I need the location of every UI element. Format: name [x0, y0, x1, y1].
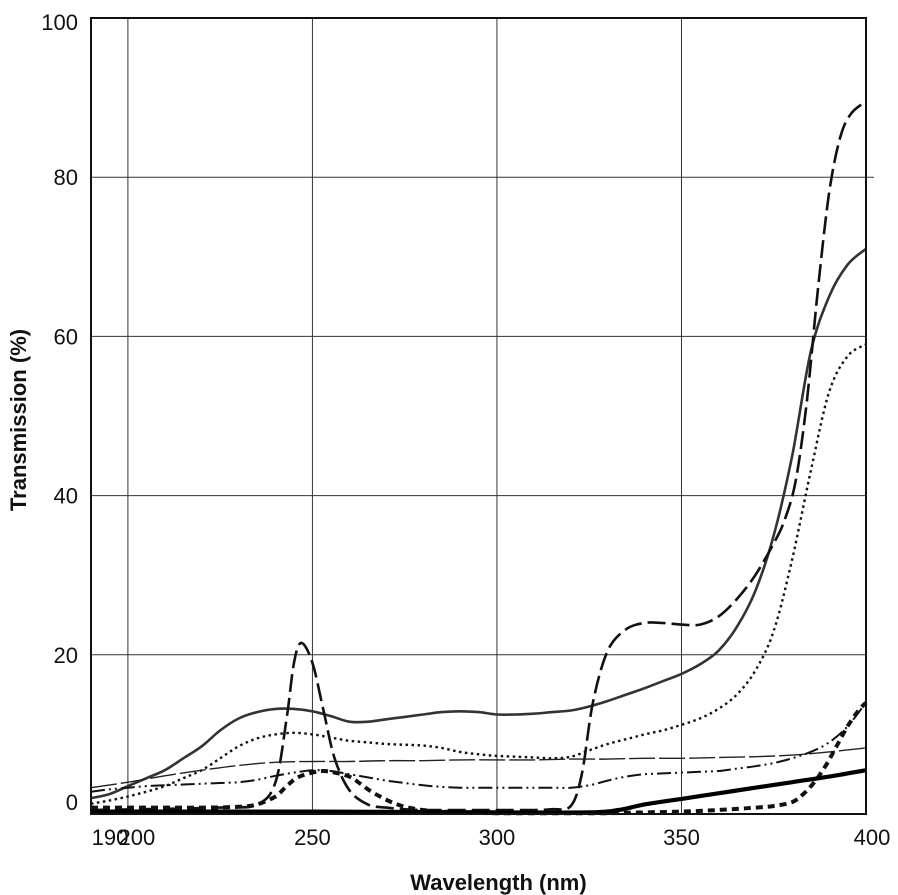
series-line-solid-heavy: [90, 768, 867, 815]
series-line-dotted: [90, 343, 867, 805]
series-line-solid-thin: [90, 247, 867, 800]
series-line-long-dash: [90, 100, 867, 812]
y-tick-label: 40: [54, 484, 78, 509]
series-group: [90, 100, 868, 816]
x-tick-label: 350: [663, 825, 700, 850]
y-tick-label: 60: [54, 324, 78, 349]
series-line-short-dash-heavy: [91, 701, 868, 816]
x-tick-label: 300: [479, 825, 516, 850]
series-line-dash-dot-dot: [90, 701, 867, 793]
y-tick-label: 0: [66, 790, 78, 815]
y-tick-label: 100: [41, 10, 78, 35]
x-tick-label: 200: [119, 825, 156, 850]
y-tick-label: 20: [54, 643, 78, 668]
y-tick-label: 80: [54, 165, 78, 190]
x-axis-label: Wavelength (nm): [410, 870, 586, 895]
y-axis-label: Transmission (%): [6, 329, 31, 511]
x-tick-label: 400: [854, 825, 891, 850]
plot-frame: [90, 17, 867, 815]
grid: [91, 18, 874, 814]
x-tick-label: 190: [92, 825, 129, 850]
x-tick-label: 250: [294, 825, 331, 850]
series-line-long-dash-thin: [90, 747, 867, 789]
